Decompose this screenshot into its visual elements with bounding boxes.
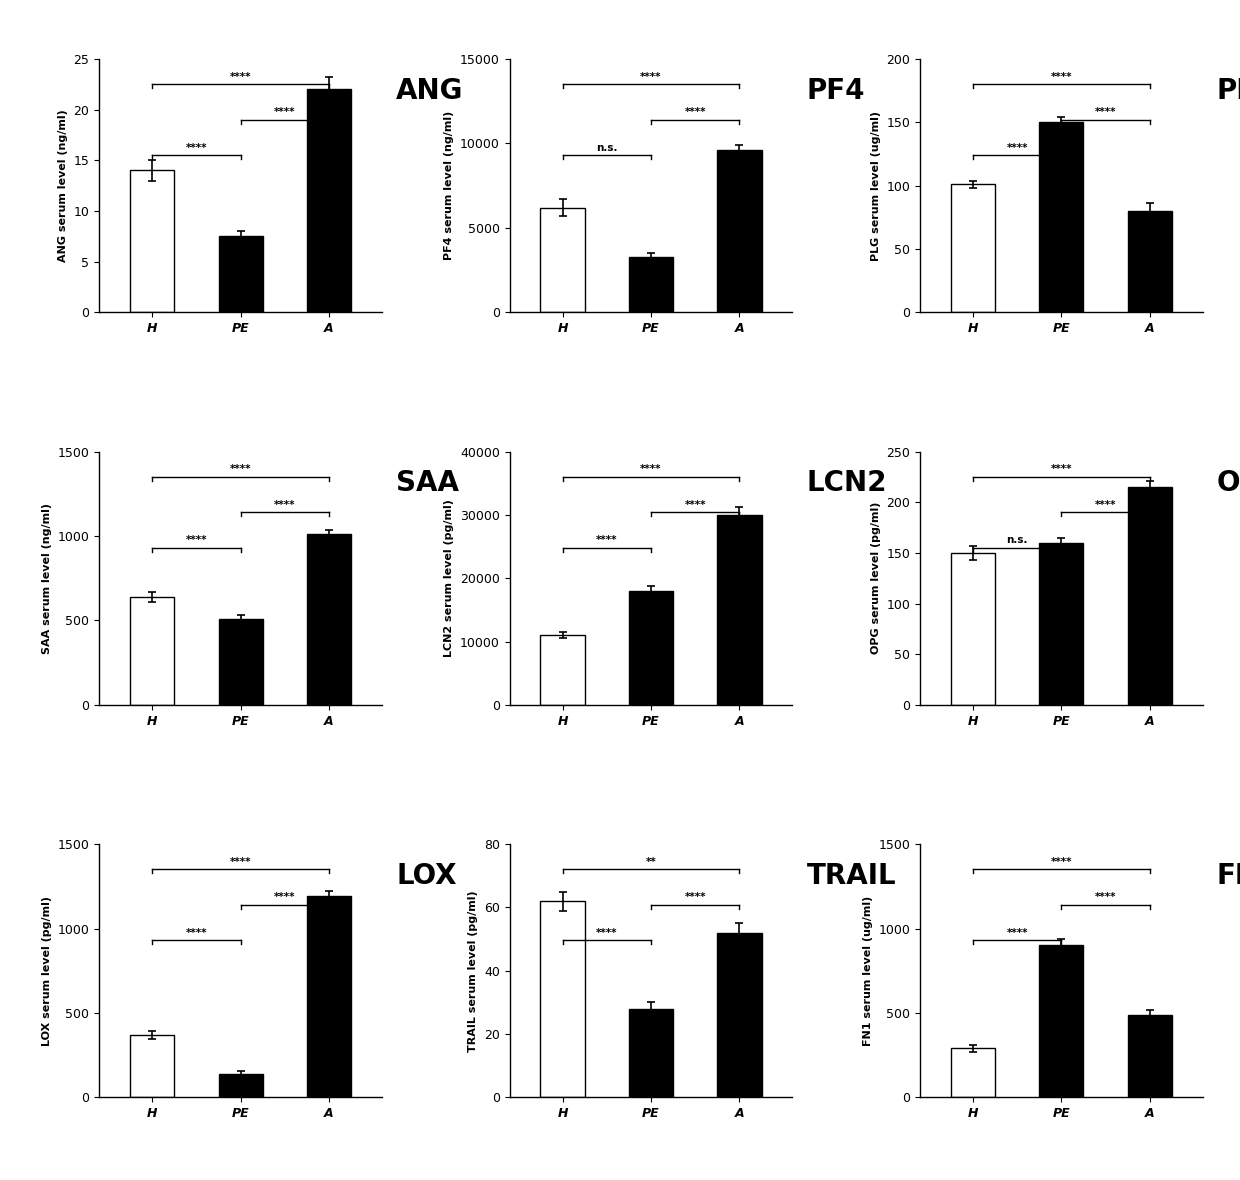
Text: ****: **** xyxy=(1007,143,1028,152)
Bar xyxy=(541,635,585,704)
Text: ****: **** xyxy=(1050,857,1073,867)
Bar xyxy=(629,1009,673,1097)
Y-axis label: TRAIL serum level (pg/ml): TRAIL serum level (pg/ml) xyxy=(469,890,479,1051)
Bar xyxy=(717,932,761,1097)
Bar xyxy=(308,90,351,313)
Text: n.s.: n.s. xyxy=(596,143,618,152)
Bar xyxy=(308,535,351,704)
Text: OPG: OPG xyxy=(1216,470,1240,497)
Text: **: ** xyxy=(646,857,656,867)
Text: ****: **** xyxy=(684,107,706,117)
Text: ****: **** xyxy=(186,143,207,152)
Text: LCN2: LCN2 xyxy=(807,470,887,497)
Bar xyxy=(541,902,585,1097)
Bar xyxy=(1127,1015,1172,1097)
Bar xyxy=(130,597,175,704)
Text: ****: **** xyxy=(684,500,706,510)
Bar xyxy=(218,1074,263,1097)
Text: SAA: SAA xyxy=(397,470,459,497)
Text: LOX: LOX xyxy=(397,861,456,890)
Text: ****: **** xyxy=(1095,892,1116,903)
Text: ****: **** xyxy=(684,892,706,903)
Text: ****: **** xyxy=(229,465,252,474)
Y-axis label: PLG serum level (ug/ml): PLG serum level (ug/ml) xyxy=(870,111,880,261)
Text: ****: **** xyxy=(1095,107,1116,117)
Text: n.s.: n.s. xyxy=(1007,536,1028,545)
Text: ANG: ANG xyxy=(397,77,464,105)
Text: FN1: FN1 xyxy=(1216,861,1240,890)
Bar xyxy=(1039,123,1084,313)
Text: PLG: PLG xyxy=(1216,77,1240,105)
Text: PF4: PF4 xyxy=(807,77,866,105)
Text: ****: **** xyxy=(640,72,662,81)
Bar xyxy=(308,897,351,1097)
Text: ****: **** xyxy=(1050,72,1073,81)
Text: ****: **** xyxy=(1095,500,1116,510)
Text: ****: **** xyxy=(229,857,252,867)
Bar xyxy=(218,236,263,313)
Bar xyxy=(1039,543,1084,704)
Bar xyxy=(218,618,263,704)
Text: ****: **** xyxy=(274,500,295,510)
Y-axis label: OPG serum level (pg/ml): OPG serum level (pg/ml) xyxy=(870,502,880,655)
Text: ****: **** xyxy=(274,107,295,117)
Y-axis label: LOX serum level (pg/ml): LOX serum level (pg/ml) xyxy=(42,896,52,1045)
Text: ****: **** xyxy=(640,465,662,474)
Text: ****: **** xyxy=(1007,927,1028,938)
Bar xyxy=(629,591,673,704)
Text: ****: **** xyxy=(229,72,252,81)
Y-axis label: PF4 serum level (ng/ml): PF4 serum level (ng/ml) xyxy=(444,111,454,261)
Bar xyxy=(951,553,994,704)
Bar xyxy=(1039,945,1084,1097)
Bar xyxy=(130,1035,175,1097)
Text: ****: **** xyxy=(596,927,618,938)
Bar xyxy=(717,514,761,704)
Bar xyxy=(1127,211,1172,313)
Y-axis label: LCN2 serum level (pg/ml): LCN2 serum level (pg/ml) xyxy=(444,499,454,657)
Bar xyxy=(130,170,175,313)
Text: ****: **** xyxy=(1050,465,1073,474)
Text: TRAIL: TRAIL xyxy=(807,861,897,890)
Y-axis label: FN1 serum level (ug/ml): FN1 serum level (ug/ml) xyxy=(863,896,873,1045)
Text: ****: **** xyxy=(274,892,295,903)
Text: ****: **** xyxy=(186,927,207,938)
Bar xyxy=(541,208,585,313)
Bar xyxy=(1127,487,1172,704)
Y-axis label: SAA serum level (ng/ml): SAA serum level (ng/ml) xyxy=(42,503,52,654)
Text: ****: **** xyxy=(596,536,618,545)
Bar xyxy=(717,150,761,313)
Bar xyxy=(629,256,673,313)
Text: ****: **** xyxy=(186,536,207,545)
Bar xyxy=(951,184,994,313)
Bar xyxy=(951,1049,994,1097)
Y-axis label: ANG serum level (ng/ml): ANG serum level (ng/ml) xyxy=(58,110,68,262)
